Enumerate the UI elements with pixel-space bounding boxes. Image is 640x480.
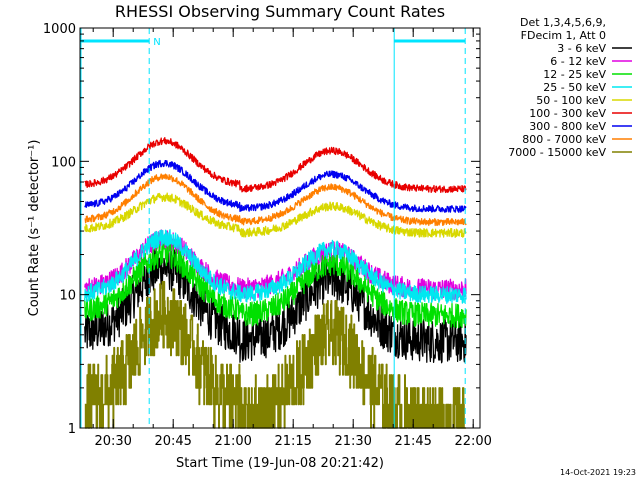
x-tick-label: 20:45 (154, 434, 191, 449)
x-tick-label: 20:30 (94, 434, 131, 449)
y-axis-title: Count Rate (s⁻¹ detector⁻¹) (27, 140, 42, 317)
legend-label: 50 - 100 keV (536, 94, 606, 107)
x-tick-label: 21:00 (214, 434, 251, 449)
series-trace (84, 229, 467, 304)
x-axis-title: Start Time (19-Jun-08 20:21:42) (176, 456, 384, 471)
series-trace (84, 159, 467, 213)
legend-label: 300 - 800 keV (529, 120, 606, 133)
chart-title: RHESSI Observing Summary Count Rates (115, 2, 445, 21)
series-trace (84, 192, 467, 238)
legend-header: FDecim 1, Att 0 (521, 29, 606, 42)
series-trace (84, 247, 467, 364)
legend-label: 800 - 7000 keV (522, 133, 606, 146)
span-label: N (153, 37, 160, 48)
series-trace (84, 137, 467, 194)
x-tick-label: 21:30 (334, 434, 371, 449)
series-trace (84, 173, 467, 227)
x-tick-label: 22:00 (454, 434, 491, 449)
y-tick-label: 1000 (43, 22, 76, 37)
legend-header: Det 1,3,4,5,6,9, (520, 16, 606, 29)
y-tick-label: 10 (59, 289, 76, 304)
legend-label: 100 - 300 keV (529, 107, 606, 120)
legend-label: 25 - 50 keV (543, 81, 606, 94)
series-trace (84, 241, 467, 329)
legend-label: 7000 - 15000 keV (508, 146, 606, 159)
plot-traces (84, 137, 467, 429)
plot-frame (79, 27, 481, 429)
chart-legend: Det 1,3,4,5,6,9,FDecim 1, Att 03 - 6 keV… (508, 16, 632, 159)
legend-label: 12 - 25 keV (543, 68, 606, 81)
legend-label: 6 - 12 keV (550, 55, 606, 68)
y-tick-label: 100 (51, 155, 76, 170)
axis-ticks: 1 10 100 1000 20:30 20:45 21:00 21:15 21:30 21:45… (43, 22, 492, 449)
plot-annotations: N (80, 28, 466, 428)
y-tick-label: 1 (68, 422, 76, 437)
legend-label: 3 - 6 keV (557, 42, 606, 55)
generation-timestamp: 14-Oct-2021 19:23 (560, 468, 636, 477)
x-tick-label: 21:15 (274, 434, 311, 449)
x-tick-label: 21:45 (394, 434, 431, 449)
